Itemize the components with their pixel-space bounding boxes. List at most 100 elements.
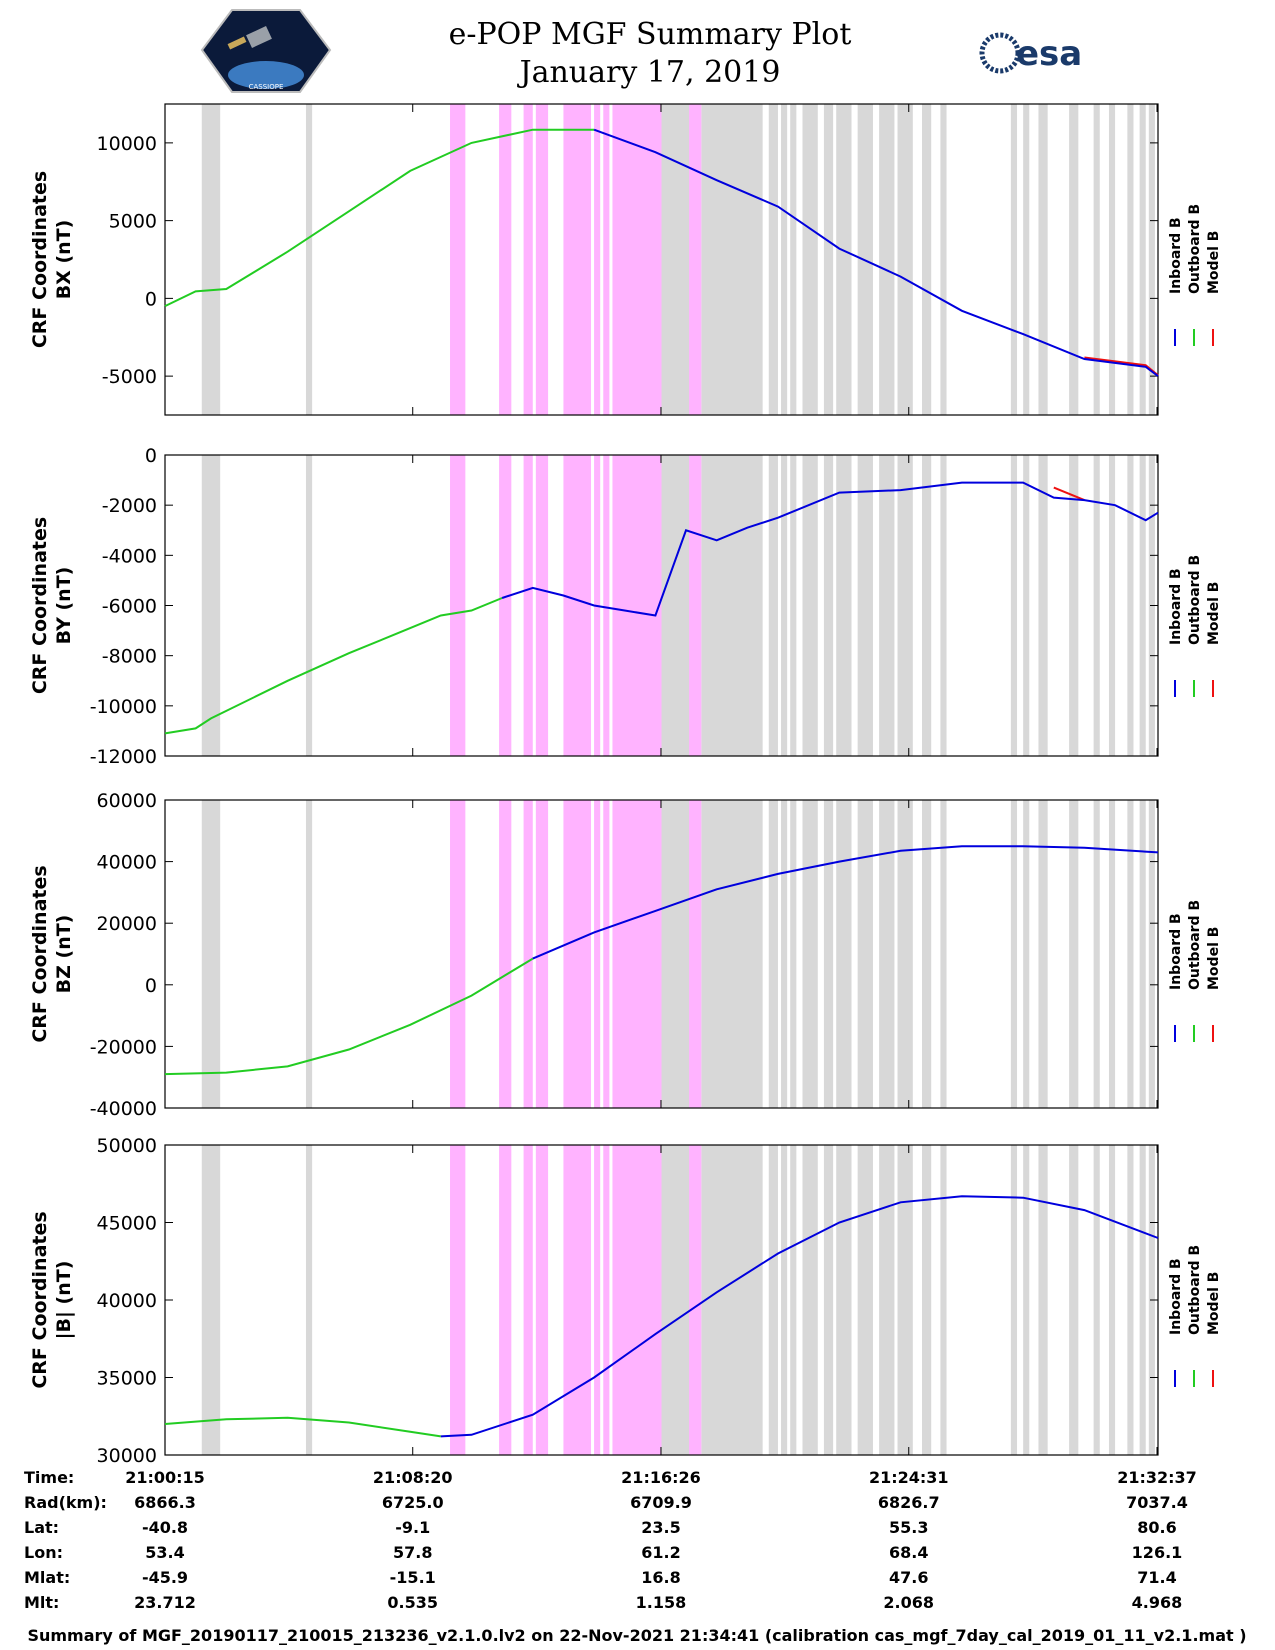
- table-row-label: Rad(km):: [24, 1493, 107, 1512]
- gray-band: [836, 455, 852, 756]
- gray-band: [1093, 1145, 1100, 1455]
- gray-band: [1148, 104, 1155, 415]
- y-tick-label: 10000: [97, 133, 157, 155]
- table-cell: 0.535: [387, 1593, 438, 1612]
- gray-band: [940, 1145, 947, 1455]
- legend-entry-label: Outboard B: [1187, 1245, 1203, 1335]
- y-tick-label: 45000: [97, 1213, 157, 1235]
- gray-band: [802, 1145, 818, 1455]
- pink-band: [594, 1145, 601, 1455]
- gray-band: [781, 104, 788, 415]
- legend-entry-label: Inboard B: [1168, 913, 1184, 990]
- gray-band: [897, 1145, 913, 1455]
- gray-band: [802, 455, 818, 756]
- gray-band: [1010, 800, 1018, 1108]
- table-cell: 21:00:15: [125, 1468, 205, 1487]
- gray-band: [701, 104, 763, 415]
- gray-band: [305, 455, 313, 756]
- pink-band: [563, 800, 592, 1108]
- table-row-label: Mlt:: [24, 1593, 59, 1612]
- gray-band: [1139, 1145, 1146, 1455]
- gray-band: [201, 104, 221, 415]
- gray-band: [701, 455, 763, 756]
- panel-bmag-bands: [201, 1145, 1155, 1455]
- table-cell: 16.8: [641, 1568, 680, 1587]
- gray-band: [1108, 800, 1116, 1108]
- panel-bz-frame: [164, 799, 1159, 1109]
- table-cell: 6725.0: [382, 1493, 444, 1512]
- gray-band: [1010, 1145, 1018, 1455]
- gray-band: [781, 455, 788, 756]
- pink-band: [689, 455, 702, 756]
- gray-band: [1038, 104, 1048, 415]
- gray-band: [1108, 104, 1116, 415]
- pink-band: [523, 1145, 533, 1455]
- pink-band: [612, 455, 662, 756]
- y-tick-label: -4000: [102, 545, 157, 567]
- panel-bz: -40000 -20000 0 20000 40000 60000 CRF Coordina…: [29, 790, 1222, 1120]
- table-cell: 4.968: [1132, 1593, 1183, 1612]
- pink-band: [535, 104, 549, 415]
- gray-band: [1108, 455, 1116, 756]
- table-cell: 71.4: [1137, 1568, 1176, 1587]
- y-axis-label: CRF Coordinates BY (nT): [29, 517, 75, 694]
- y-tick-label: 20000: [97, 913, 157, 935]
- gray-band: [1139, 455, 1146, 756]
- gray-band: [857, 1145, 873, 1455]
- gray-band: [823, 455, 834, 756]
- y-axis-label-line2: BX (nT): [53, 220, 75, 300]
- table-cell: 23.712: [134, 1593, 196, 1612]
- gray-band: [201, 1145, 221, 1455]
- panel-bx: -5000 0 5000 10000 CRF Coordinates BX (nT) Inb…: [29, 103, 1222, 416]
- gray-band: [1038, 455, 1048, 756]
- legend-entry-label: Outboard B: [1187, 900, 1203, 990]
- y-axis-label-line2: BZ (nT): [53, 915, 75, 994]
- y-tick-label: 60000: [97, 790, 157, 812]
- gray-band: [879, 800, 895, 1108]
- gray-band: [802, 800, 818, 1108]
- gray-band: [1010, 455, 1018, 756]
- table-cell: 6826.7: [878, 1493, 940, 1512]
- gray-band: [879, 104, 895, 415]
- title-line-1: e-POP MGF Summary Plot: [449, 17, 852, 52]
- series-inboard-line: [501, 481, 1159, 617]
- table-cell: 53.4: [145, 1543, 184, 1562]
- y-tick-label: -2000: [102, 495, 157, 517]
- table-cell: 80.6: [1137, 1518, 1176, 1537]
- y-tick-label: 50000: [97, 1135, 157, 1157]
- gray-band: [1108, 1145, 1116, 1455]
- series-outboard-line: [164, 597, 503, 735]
- legend-entry-label: Inboard B: [1168, 568, 1184, 645]
- table-cell: 61.2: [641, 1543, 680, 1562]
- panel-bz-legend: Inboard B Outboard B Model B: [1168, 900, 1222, 1042]
- header: CASSIOPE e-POP MGF Summary Plot January …: [200, 9, 1082, 93]
- legend-entry-label: Inboard B: [1168, 1258, 1184, 1335]
- cassiope-logo: CASSIOPE: [200, 9, 332, 93]
- gray-band: [922, 455, 932, 756]
- y-axis-label-line2: BY (nT): [53, 567, 75, 645]
- gray-band: [1023, 800, 1030, 1108]
- pink-band: [523, 455, 533, 756]
- pink-band: [689, 800, 702, 1108]
- y-tick-label: -40000: [90, 1098, 157, 1120]
- gray-band: [1010, 104, 1018, 415]
- table-cell: 6866.3: [134, 1493, 196, 1512]
- gray-band: [1038, 1145, 1048, 1455]
- pink-band: [563, 104, 592, 415]
- y-tick-label: 40000: [97, 852, 157, 874]
- y-tick-label: -5000: [102, 366, 157, 388]
- gray-band: [1069, 455, 1079, 756]
- series-inboard-line: [440, 1195, 1159, 1438]
- pink-band: [523, 104, 533, 415]
- ephemeris-table: Time: Rad(km): Lat: Lon: Mlat: Mlt: 21:00:15 68…: [24, 1468, 1197, 1612]
- y-axis-label-line1: CRF Coordinates: [29, 171, 51, 348]
- y-axis-label-line1: CRF Coordinates: [29, 865, 51, 1042]
- table-cell: 6709.9: [630, 1493, 692, 1512]
- table-cell: 68.4: [889, 1543, 928, 1562]
- table-cell: 1.158: [636, 1593, 687, 1612]
- gray-band: [1093, 104, 1100, 415]
- table-cell: -45.9: [142, 1568, 188, 1587]
- gray-band: [781, 800, 788, 1108]
- pink-band: [689, 104, 702, 415]
- gray-band: [1127, 104, 1134, 415]
